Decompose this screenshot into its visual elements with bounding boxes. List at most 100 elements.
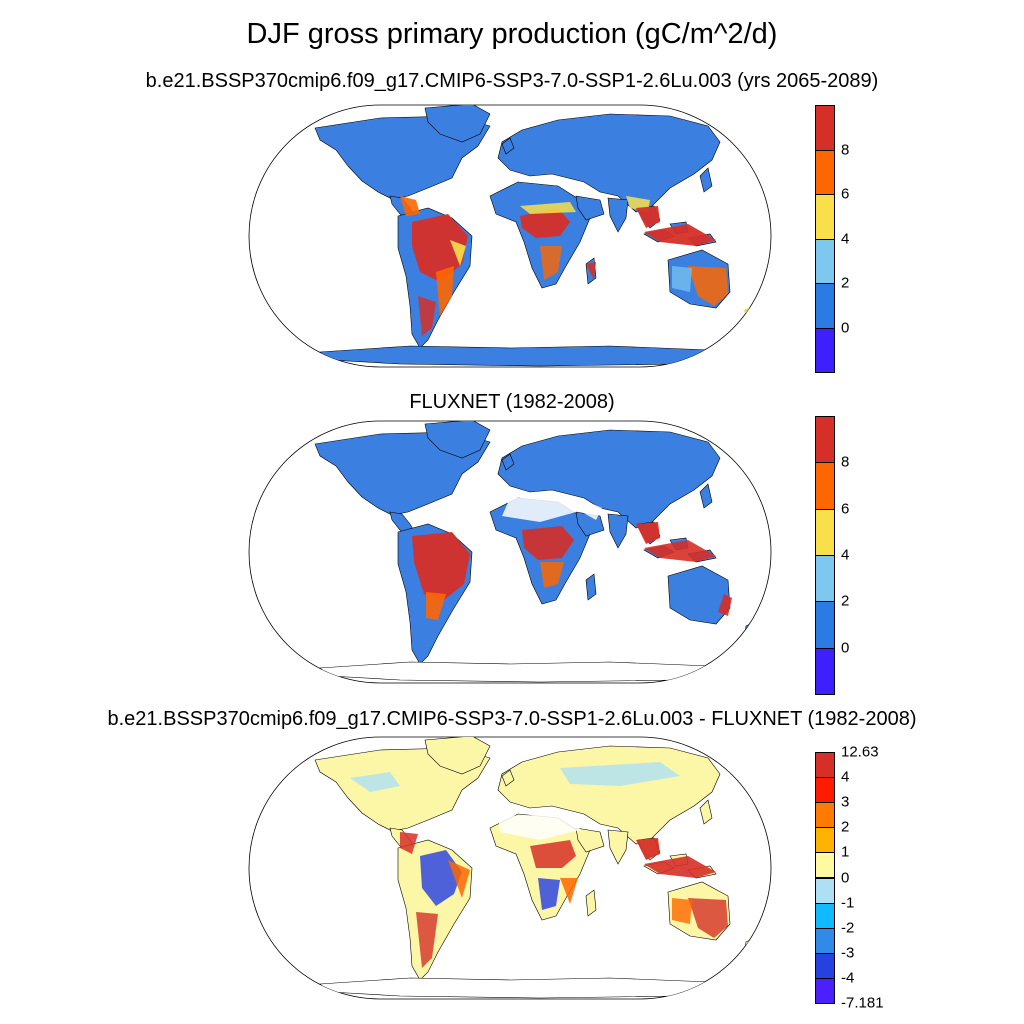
gpp-field-patch xyxy=(426,592,446,620)
gpp-field-patch xyxy=(498,814,580,840)
land-uk xyxy=(501,769,515,787)
land-arabia xyxy=(575,195,605,221)
gpp-field-patch xyxy=(538,878,560,910)
colorbar-segment xyxy=(815,927,835,954)
gpp-field-patch xyxy=(636,206,660,228)
gpp-field-patch xyxy=(644,540,716,562)
colorbar-tick-label: -4 xyxy=(841,969,855,987)
land-greenland xyxy=(424,737,491,775)
colorbar-segment xyxy=(815,555,835,603)
gpp-field-patch xyxy=(688,266,728,306)
colorbar-tick-label: 0 xyxy=(841,869,850,886)
gpp-field-patch xyxy=(530,840,576,868)
gpp-field-patch xyxy=(412,532,470,600)
panel-3-subtitle: b.e21.BSSP370cmip6.f09_g17.CMIP6-SSP3-7.… xyxy=(107,708,917,730)
gpp-field-patch xyxy=(350,772,400,792)
colorbar-difference: 12.63 4 3 2 1 0 -1 -2 -3 -4 -7.181 xyxy=(815,744,895,1012)
colorbar-segment xyxy=(815,952,835,979)
colorbar-tick-label: -2 xyxy=(841,919,855,937)
gpp-field-patch xyxy=(520,202,576,214)
gpp-field-patch xyxy=(450,240,466,266)
colorbar-tick-label: -7.181 xyxy=(841,994,884,1012)
gpp-field-patch xyxy=(560,762,680,786)
gpp-field-patch xyxy=(586,262,596,280)
land-antarctica xyxy=(319,661,721,683)
map-panel-model xyxy=(248,104,772,368)
colorbar-segment xyxy=(815,508,835,556)
gpp-field-patch xyxy=(636,838,660,860)
colorbar-tick-label: 6 xyxy=(841,185,850,203)
land-uk xyxy=(501,453,515,471)
gpp-field-patch xyxy=(418,296,436,336)
colorbar-tick-label: 2 xyxy=(841,592,850,610)
gpp-field-patch xyxy=(448,860,470,898)
panel-1-subtitle: b.e21.BSSP370cmip6.f09_g17.CMIP6-SSP3-7.… xyxy=(145,70,879,92)
gpp-field-patch xyxy=(522,526,574,560)
colorbar-tick-label: 4 xyxy=(841,768,850,786)
colorbar-segment xyxy=(815,416,835,464)
land-india xyxy=(607,829,629,865)
colorbar-segment xyxy=(815,977,835,1004)
colorbar-segment xyxy=(815,238,835,284)
colorbar-segment xyxy=(815,283,835,329)
panel-2-subtitle: FLUXNET (1982-2008) xyxy=(409,391,615,413)
colorbar-tick-label: 8 xyxy=(841,453,850,471)
colorbar-segment xyxy=(815,902,835,929)
land-madagascar xyxy=(585,573,597,601)
land-madagascar xyxy=(585,889,597,917)
land-antarctica xyxy=(319,345,721,367)
colorbar-tick-label: 8 xyxy=(841,141,850,158)
colorbar-segment xyxy=(815,877,835,904)
gpp-field-patch xyxy=(672,898,692,924)
colorbar-tick-label: 12.63 xyxy=(841,743,879,761)
colorbar-fluxnet: 8 6 4 2 0 xyxy=(815,416,895,695)
gpp-field-patch xyxy=(672,266,692,292)
land-japan xyxy=(699,167,713,193)
colorbar-tick-label: 0 xyxy=(841,639,850,657)
colorbar-segment xyxy=(815,149,835,195)
colorbar-tick-label: 2 xyxy=(841,818,850,836)
land-japan xyxy=(699,799,713,825)
gpp-field-patch xyxy=(560,878,578,904)
colorbar-segment xyxy=(815,601,835,649)
gpp-field-patch xyxy=(718,594,732,616)
colorbar-segment xyxy=(815,462,835,510)
colorbar-segment xyxy=(815,777,835,804)
colorbar-tick-label: 6 xyxy=(841,500,850,518)
land-eurasia xyxy=(497,429,721,529)
map-panel-difference xyxy=(248,736,772,1000)
land-uk xyxy=(501,137,515,155)
figure-title: DJF gross primary production (gC/m^2/d) xyxy=(246,18,778,50)
colorbar-segment xyxy=(815,327,835,373)
land-greenland xyxy=(424,105,491,143)
colorbar-tick-label: 4 xyxy=(841,230,850,247)
land-australia xyxy=(667,565,731,625)
gpp-field-patch xyxy=(416,912,438,968)
land-antarctica xyxy=(319,977,721,999)
colorbar-tick-label: 2 xyxy=(841,274,850,292)
gpp-field-patch xyxy=(582,500,602,520)
gpp-field-patch xyxy=(400,196,420,216)
land-greenland xyxy=(424,421,491,459)
gpp-field-patch xyxy=(436,266,454,316)
colorbar-model: 8 6 4 2 0 xyxy=(815,105,895,373)
gpp-field-patch xyxy=(644,224,716,246)
colorbar-tick-label: 1 xyxy=(841,843,850,861)
colorbar-segment xyxy=(815,852,835,879)
colorbar-segment xyxy=(815,194,835,240)
gpp-field-patch xyxy=(520,208,570,238)
colorbar-segment xyxy=(815,105,835,151)
gpp-field-patch xyxy=(540,562,564,588)
land-india xyxy=(607,513,629,549)
colorbar-tick-label: 4 xyxy=(841,546,850,564)
colorbar-tick-label: -3 xyxy=(841,944,855,962)
land-japan xyxy=(699,483,713,509)
gpp-field-patch xyxy=(636,522,660,544)
gpp-field-patch xyxy=(400,832,418,854)
gpp-field-patch xyxy=(540,246,562,280)
land-eurasia xyxy=(497,113,721,213)
land-india xyxy=(607,197,629,233)
gpp-field-patch xyxy=(644,856,716,878)
land-arabia xyxy=(575,827,605,853)
colorbar-segment xyxy=(815,827,835,854)
